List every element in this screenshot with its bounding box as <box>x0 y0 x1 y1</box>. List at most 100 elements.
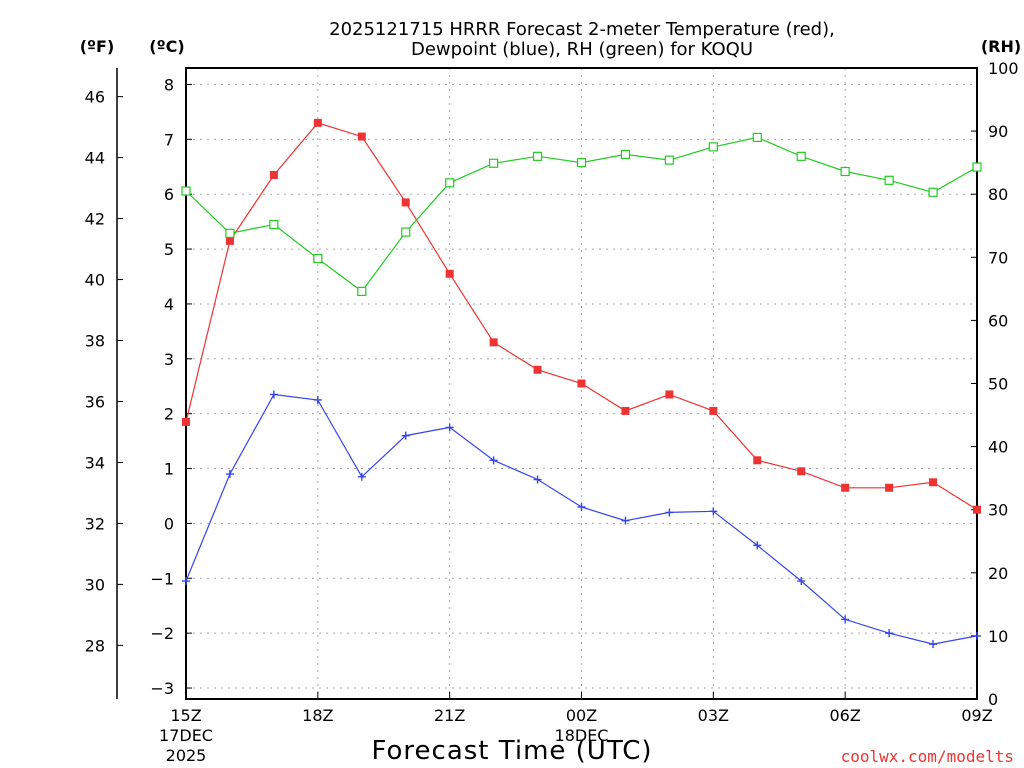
x-tick-date-label: 18DEC <box>555 726 609 745</box>
rh-point <box>840 166 850 177</box>
rh-point <box>313 253 323 264</box>
grid-layer <box>186 68 977 699</box>
celsius-tick-label: 5 <box>164 240 174 259</box>
credit-text: coolwx.com/modelts <box>841 747 1014 766</box>
x-tick-label: 03Z <box>698 706 729 725</box>
fahrenheit-tick-label: 36 <box>85 392 105 411</box>
celsius-tick-label: 3 <box>164 350 174 369</box>
fahrenheit-tick-label: 44 <box>85 149 105 168</box>
dewpoint-point <box>445 423 454 432</box>
celsius-tick-label: −1 <box>150 569 174 588</box>
x-axis-title: Forecast Time (UTC) <box>371 736 652 766</box>
rh-tick-label: 40 <box>988 438 1008 457</box>
axes-layer: 28303234363840424446−3−2−101234567801020… <box>85 59 1019 765</box>
dewpoint-point <box>401 431 410 440</box>
celsius-tick-label: −2 <box>150 624 174 643</box>
rh-point <box>445 178 455 188</box>
x-tick-date-label: 17DEC <box>159 726 213 745</box>
x-tick-label: 15Z <box>170 706 201 725</box>
rh-point <box>884 175 894 185</box>
rh-point <box>708 142 718 152</box>
temperature-point <box>885 483 894 492</box>
temperature-point <box>577 379 586 388</box>
rh-tick-label: 20 <box>988 564 1008 583</box>
dewpoint-point <box>489 456 498 465</box>
temperature-point <box>313 118 322 127</box>
celsius-tick-label: 8 <box>164 75 174 94</box>
fahrenheit-tick-label: 28 <box>85 636 105 655</box>
dewpoint-point <box>577 502 586 511</box>
dewpoint-point <box>313 395 322 404</box>
temperature-point <box>929 478 938 487</box>
dewpoint-point <box>269 390 278 399</box>
rh-point <box>401 227 411 237</box>
temperature-point <box>973 505 981 514</box>
x-tick-label: 00Z <box>566 706 597 725</box>
fahrenheit-unit-label: (ºF) <box>80 37 115 56</box>
rh-point <box>796 151 806 161</box>
series-layer <box>181 118 982 649</box>
temperature-point <box>357 132 366 141</box>
temperature-point <box>401 198 410 207</box>
rh-tick-label: 50 <box>988 375 1008 394</box>
dewpoint-point <box>709 507 718 516</box>
rh-point <box>357 286 367 296</box>
rh-tick-label: 30 <box>988 501 1008 520</box>
dewpoint-point <box>533 475 542 484</box>
x-tick-label: 18Z <box>302 706 333 725</box>
fahrenheit-tick-label: 40 <box>85 271 105 290</box>
rh-point <box>489 158 499 168</box>
dewpoint-point <box>841 615 850 624</box>
dewpoint-point <box>225 470 234 479</box>
temperature-point <box>489 338 498 347</box>
rh-tick-label: 80 <box>988 185 1008 204</box>
temperature-point <box>621 406 630 415</box>
temperature-point <box>709 406 718 415</box>
temperature-point <box>533 365 542 374</box>
celsius-tick-label: 2 <box>164 405 174 424</box>
rh-point <box>620 149 631 160</box>
chart-title-line2: Dewpoint (blue), RH (green) for KOQU <box>411 39 753 60</box>
x-tick-label: 06Z <box>830 706 861 725</box>
rh-tick-label: 10 <box>988 627 1008 646</box>
dewpoint-point <box>357 472 366 481</box>
rh-point <box>664 155 674 165</box>
celsius-tick-label: 6 <box>164 185 174 204</box>
fahrenheit-tick-label: 38 <box>85 332 105 351</box>
fahrenheit-tick-label: 32 <box>85 514 105 533</box>
dewpoint-point <box>797 577 806 586</box>
x-tick-year-label: 2025 <box>166 746 207 765</box>
temperature-point <box>665 390 674 399</box>
dewpoint-point <box>973 631 981 640</box>
fahrenheit-tick-label: 34 <box>85 453 105 472</box>
celsius-tick-label: 4 <box>164 295 174 314</box>
dewpoint-point <box>753 541 762 550</box>
dewpoint-point <box>885 629 894 638</box>
x-tick-label: 21Z <box>434 706 465 725</box>
celsius-tick-label: 7 <box>164 130 174 149</box>
temperature-point <box>225 236 234 245</box>
temperature-point <box>182 417 190 426</box>
dewpoint-line <box>185 393 978 645</box>
temperature-point <box>445 269 454 278</box>
celsius-tick-label: 0 <box>164 514 174 533</box>
dewpoint-point <box>665 508 674 517</box>
temperature-point <box>269 170 278 179</box>
celsius-tick-label: 1 <box>164 460 174 479</box>
rh-tick-label: 60 <box>988 311 1008 330</box>
rh-point <box>576 158 587 168</box>
rh-point <box>972 162 982 172</box>
dewpoint-point <box>621 516 630 525</box>
chart-title-line1: 2025121715 HRRR Forecast 2-meter Tempera… <box>329 19 835 40</box>
rh-tick-label: 70 <box>988 248 1008 267</box>
rh-tick-label: 0 <box>988 690 998 709</box>
rh-point <box>532 151 543 161</box>
rh-point <box>752 132 762 143</box>
celsius-tick-label: −3 <box>150 679 174 698</box>
rh-tick-label: 100 <box>988 59 1019 78</box>
rh-tick-label: 90 <box>988 122 1008 141</box>
rh-point <box>928 187 938 197</box>
temperature-point <box>841 483 850 492</box>
rh-point <box>181 186 191 196</box>
